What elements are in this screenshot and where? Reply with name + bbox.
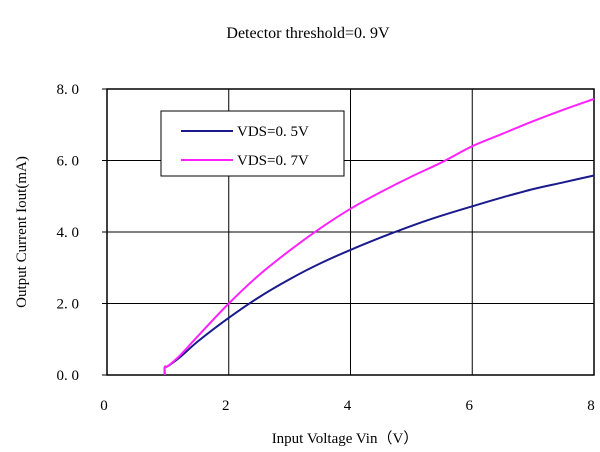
- series-lines: [163, 98, 595, 376]
- x-tick-label: 4: [344, 398, 352, 414]
- y-tick-label: 0. 0: [57, 368, 80, 384]
- y-axis-label: Output Current Iout(mA): [14, 156, 30, 308]
- series-line-1: [163, 174, 595, 376]
- x-tick-label: 2: [222, 398, 230, 414]
- chart-title: Detector threshold=0. 9V: [226, 25, 390, 42]
- y-tick-label: 4. 0: [57, 225, 80, 241]
- tick-labels: 0. 0 2. 0 4. 0 6. 0 8. 0 0 2 4 6 8: [57, 82, 595, 414]
- x-tick-label: 8: [587, 398, 595, 414]
- y-tick-label: 2. 0: [57, 297, 80, 313]
- y-tick-label: 6. 0: [57, 154, 80, 170]
- x-axis-label: Input Voltage Vin（V）: [272, 430, 419, 447]
- legend-label-2: VDS=0. 7V: [237, 153, 309, 169]
- legend: VDS=0. 5V VDS=0. 7V: [160, 110, 345, 177]
- y-tick-label: 8. 0: [57, 82, 80, 98]
- series-line-2: [163, 98, 595, 376]
- legend-box: [160, 110, 345, 177]
- x-tick-label: 0: [100, 398, 108, 414]
- x-tick-label: 6: [466, 398, 474, 414]
- legend-label-1: VDS=0. 5V: [237, 124, 309, 140]
